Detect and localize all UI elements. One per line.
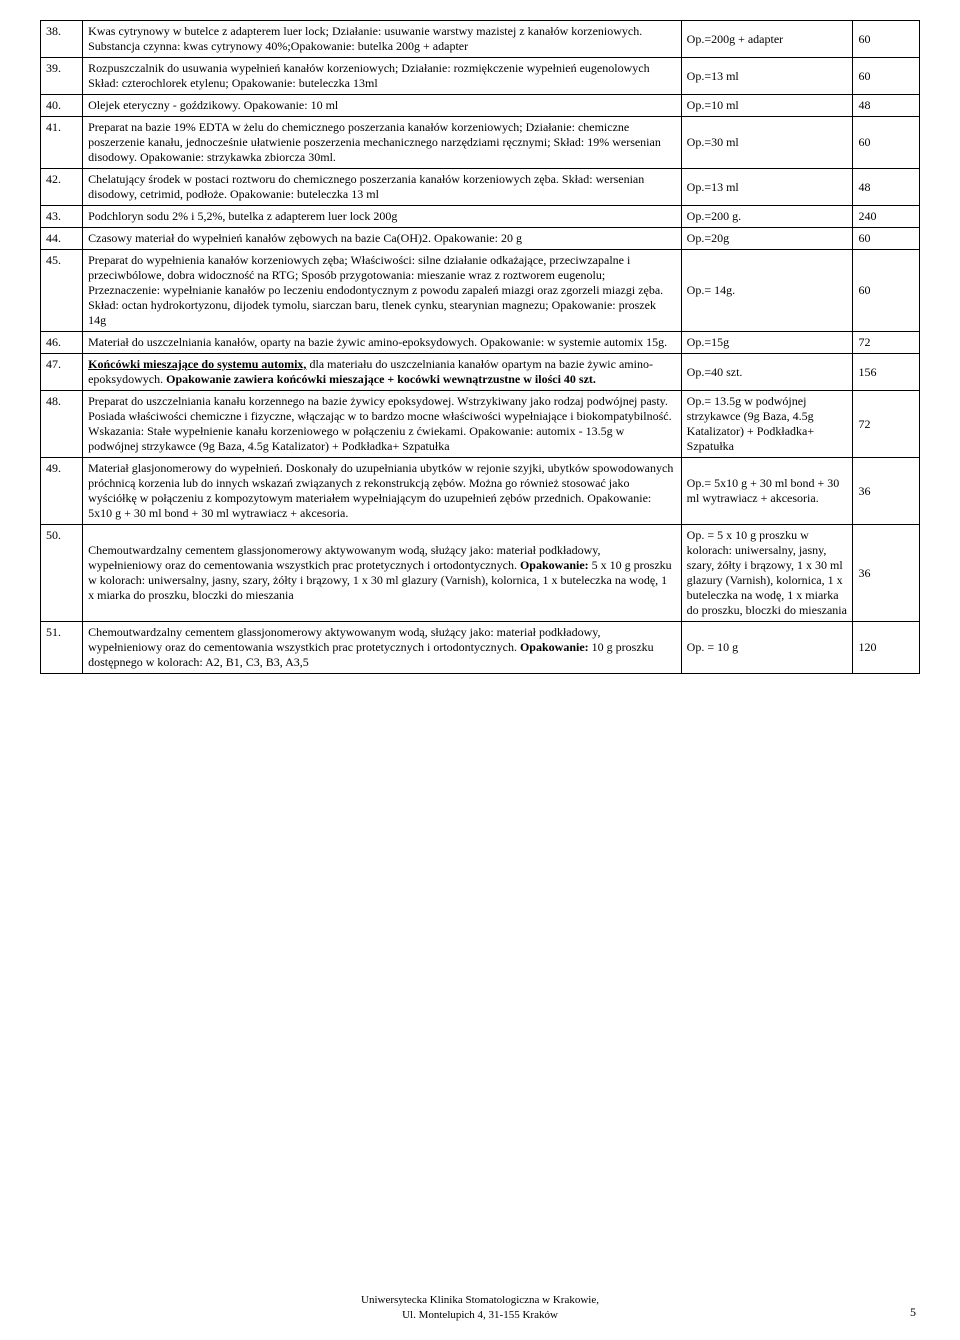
row-packaging: Op.=13 ml — [681, 58, 853, 95]
row-quantity: 72 — [853, 391, 920, 458]
row-description: Czasowy materiał do wypełnień kanałów zę… — [83, 228, 682, 250]
table-row: 44.Czasowy materiał do wypełnień kanałów… — [41, 228, 920, 250]
row-description: Chemoutwardzalny cementem glassjonomerow… — [83, 525, 682, 622]
row-description: Końcówki mieszające do systemu automix, … — [83, 354, 682, 391]
row-number: 42. — [41, 169, 83, 206]
row-number: 41. — [41, 117, 83, 169]
table-row: 40.Olejek eteryczny - goździkowy. Opakow… — [41, 95, 920, 117]
row-packaging: Op.= 13.5g w podwójnej strzykawce (9g Ba… — [681, 391, 853, 458]
row-description: Olejek eteryczny - goździkowy. Opakowani… — [83, 95, 682, 117]
row-quantity: 120 — [853, 622, 920, 674]
row-number: 44. — [41, 228, 83, 250]
row-packaging: Op.=30 ml — [681, 117, 853, 169]
products-table: 38.Kwas cytrynowy w butelce z adapterem … — [40, 20, 920, 674]
row-quantity: 36 — [853, 458, 920, 525]
row-description: Chelatujący środek w postaci roztworu do… — [83, 169, 682, 206]
row-quantity: 60 — [853, 228, 920, 250]
row-quantity: 156 — [853, 354, 920, 391]
row-description: Chemoutwardzalny cementem glassjonomerow… — [83, 622, 682, 674]
row-packaging: Op. = 10 g — [681, 622, 853, 674]
table-row: 48.Preparat do uszczelniania kanału korz… — [41, 391, 920, 458]
row-quantity: 240 — [853, 206, 920, 228]
row-packaging: Op.=10 ml — [681, 95, 853, 117]
footer: Uniwersytecka Klinika Stomatologiczna w … — [40, 1293, 920, 1322]
row-packaging: Op.= 14g. — [681, 250, 853, 332]
footer-line2: Ul. Montelupich 4, 31-155 Kraków — [402, 1309, 558, 1321]
table-row: 38.Kwas cytrynowy w butelce z adapterem … — [41, 21, 920, 58]
table-row: 41.Preparat na bazie 19% EDTA w żelu do … — [41, 117, 920, 169]
row-number: 51. — [41, 622, 83, 674]
table-row: 47.Końcówki mieszające do systemu automi… — [41, 354, 920, 391]
table-row: 51.Chemoutwardzalny cementem glassjonome… — [41, 622, 920, 674]
row-number: 43. — [41, 206, 83, 228]
row-packaging: Op.=200 g. — [681, 206, 853, 228]
page-number: 5 — [910, 1305, 916, 1320]
row-packaging: Op.=15g — [681, 332, 853, 354]
row-quantity: 48 — [853, 169, 920, 206]
row-number: 40. — [41, 95, 83, 117]
table-row: 45.Preparat do wypełnienia kanałów korze… — [41, 250, 920, 332]
row-number: 46. — [41, 332, 83, 354]
row-description: Preparat do uszczelniania kanału korzenn… — [83, 391, 682, 458]
row-number: 38. — [41, 21, 83, 58]
row-quantity: 72 — [853, 332, 920, 354]
row-description: Preparat na bazie 19% EDTA w żelu do che… — [83, 117, 682, 169]
table-row: 43.Podchloryn sodu 2% i 5,2%, butelka z … — [41, 206, 920, 228]
table-row: 39.Rozpuszczalnik do usuwania wypełnień … — [41, 58, 920, 95]
row-number: 45. — [41, 250, 83, 332]
row-quantity: 36 — [853, 525, 920, 622]
row-packaging: Op.=200g + adapter — [681, 21, 853, 58]
row-packaging: Op.=13 ml — [681, 169, 853, 206]
row-quantity: 60 — [853, 117, 920, 169]
table-row: 46.Materiał do uszczelniania kanałów, op… — [41, 332, 920, 354]
table-row: 49.Materiał glasjonomerowy do wypełnień.… — [41, 458, 920, 525]
row-description: Podchloryn sodu 2% i 5,2%, butelka z ada… — [83, 206, 682, 228]
row-description: Kwas cytrynowy w butelce z adapterem lue… — [83, 21, 682, 58]
table-row: 50.Chemoutwardzalny cementem glassjonome… — [41, 525, 920, 622]
row-description: Preparat do wypełnienia kanałów korzenio… — [83, 250, 682, 332]
row-quantity: 60 — [853, 21, 920, 58]
row-description: Materiał do uszczelniania kanałów, opart… — [83, 332, 682, 354]
row-quantity: 60 — [853, 58, 920, 95]
footer-line1: Uniwersytecka Klinika Stomatologiczna w … — [361, 1294, 599, 1306]
row-description: Rozpuszczalnik do usuwania wypełnień kan… — [83, 58, 682, 95]
row-number: 50. — [41, 525, 83, 622]
row-number: 39. — [41, 58, 83, 95]
row-packaging: Op. = 5 x 10 g proszku w kolorach: uniwe… — [681, 525, 853, 622]
table-row: 42.Chelatujący środek w postaci roztworu… — [41, 169, 920, 206]
row-quantity: 60 — [853, 250, 920, 332]
row-number: 48. — [41, 391, 83, 458]
row-packaging: Op.=40 szt. — [681, 354, 853, 391]
row-quantity: 48 — [853, 95, 920, 117]
row-number: 47. — [41, 354, 83, 391]
row-packaging: Op.= 5x10 g + 30 ml bond + 30 ml wytrawi… — [681, 458, 853, 525]
row-number: 49. — [41, 458, 83, 525]
row-packaging: Op.=20g — [681, 228, 853, 250]
row-description: Materiał glasjonomerowy do wypełnień. Do… — [83, 458, 682, 525]
